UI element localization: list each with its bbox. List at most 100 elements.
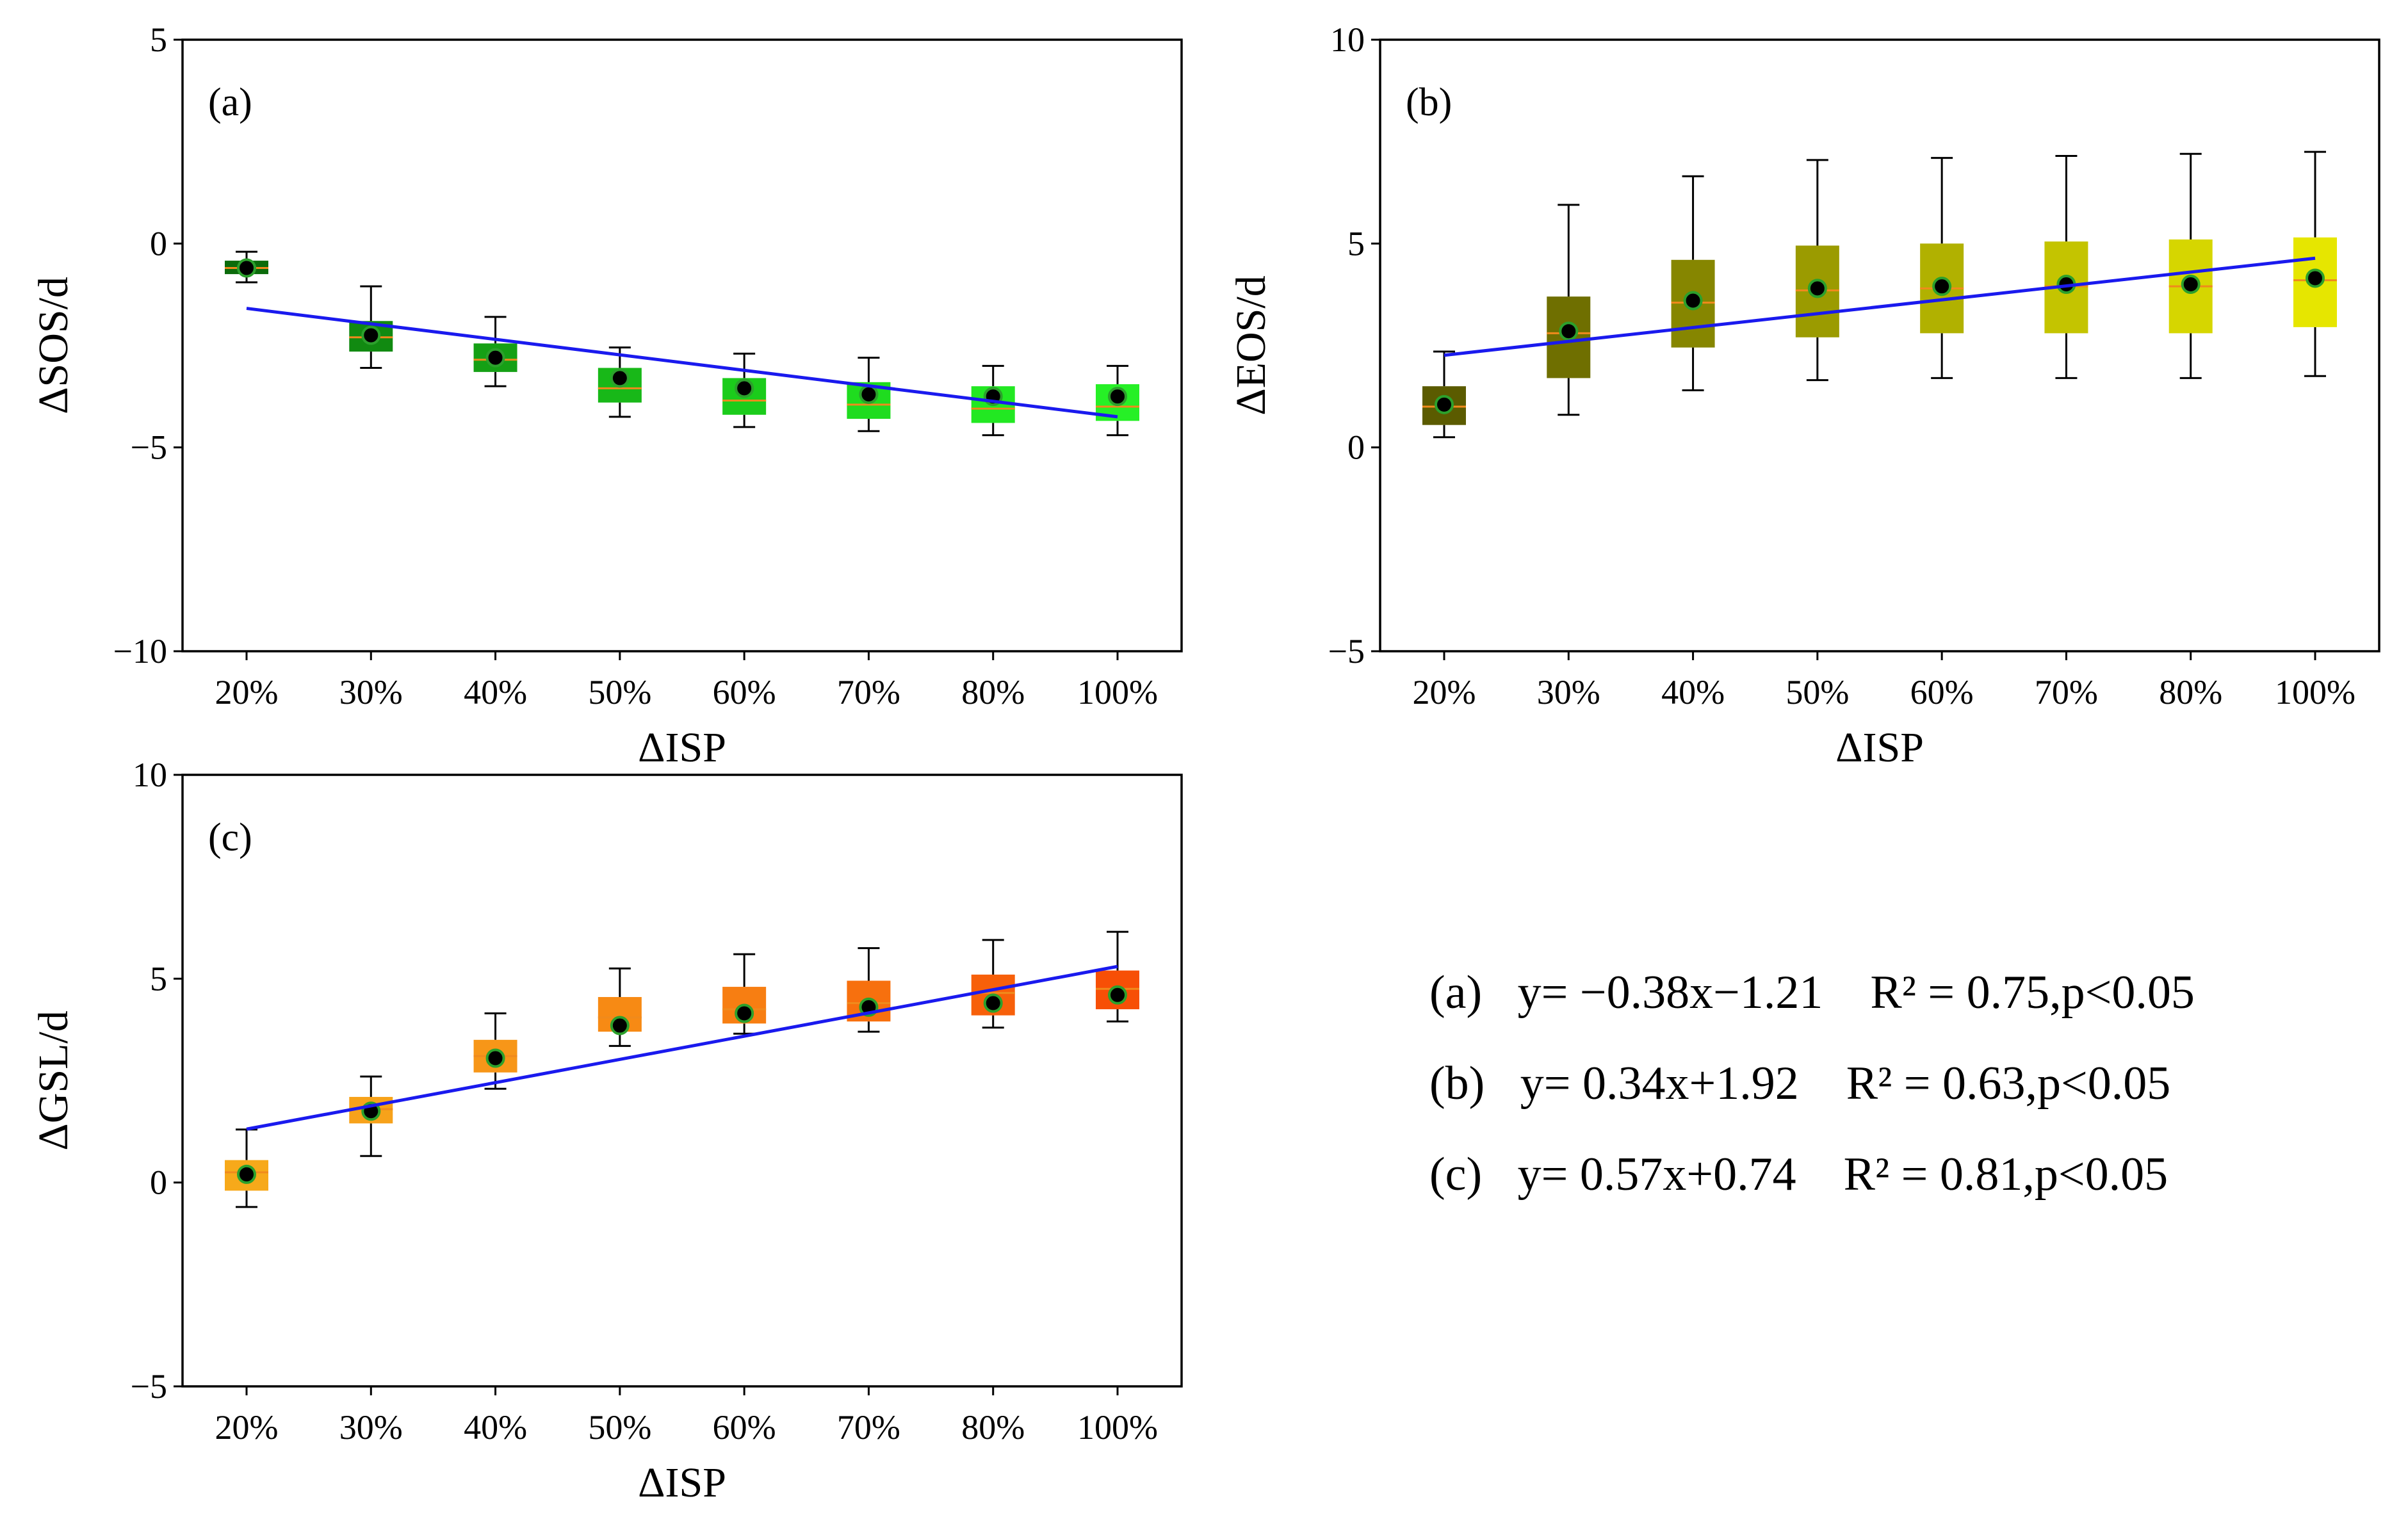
panel-a: 5 0 −5 −10 20% 30% 40% 50% 60% 70% 80% 100% (a) ΔISP Δ… <box>30 20 1183 771</box>
x-tick-label: 100% <box>1077 673 1158 711</box>
box-60pct <box>1920 157 1964 379</box>
mean-marker <box>237 258 256 278</box>
fit-line <box>1444 256 2316 357</box>
box-70pct <box>847 947 891 1033</box>
box-20pct <box>1422 350 1466 439</box>
x-tick-label: 50% <box>588 673 651 711</box>
equation-c: (c) y= 0.57x+0.74 R² = 0.81,p<0.05 <box>1429 1148 2168 1201</box>
mean-marker <box>1807 279 1827 298</box>
mean-marker <box>485 1048 505 1068</box>
box-50pct <box>1795 159 1839 382</box>
box-30pct <box>1547 204 1591 416</box>
panel-label: (a) <box>208 81 252 124</box>
box-80pct <box>971 939 1015 1029</box>
box-40pct <box>1671 175 1715 392</box>
x-axis-label: ΔISP <box>638 724 726 771</box>
fit-line <box>246 307 1118 419</box>
panel-label: (c) <box>208 816 252 859</box>
box-20pct <box>225 250 268 284</box>
y-tick-label: 5 <box>150 20 167 59</box>
x-tick-label: 80% <box>961 1408 1025 1447</box>
box-50pct <box>598 967 642 1047</box>
y-axis-label: ΔGSL/d <box>30 1010 77 1150</box>
box-100pct <box>2293 150 2337 377</box>
x-tick-label: 50% <box>1786 673 1849 711</box>
mean-marker <box>859 384 879 404</box>
equation-b: (b) y= 0.34x+1.92 R² = 0.63,p<0.05 <box>1429 1057 2171 1110</box>
x-tick-label: 70% <box>837 1408 900 1447</box>
mean-marker <box>735 1003 754 1023</box>
box-40pct <box>473 1012 517 1090</box>
x-axis-label: ΔISP <box>1835 724 1924 771</box>
y-tick-label: −5 <box>1328 632 1365 670</box>
x-tick-label: 80% <box>2159 673 2222 711</box>
box-80pct <box>2168 152 2213 379</box>
box-70pct <box>2044 154 2088 379</box>
mean-marker <box>1559 321 1579 341</box>
y-tick-label: 0 <box>150 1164 167 1202</box>
x-tick-label: 70% <box>837 673 900 711</box>
mean-marker <box>237 1164 256 1184</box>
x-tick-label: 40% <box>1661 673 1725 711</box>
y-tick-label: −5 <box>131 428 167 467</box>
y-tick-label: 10 <box>1330 20 1365 59</box>
mean-marker <box>1932 277 1952 296</box>
x-tick-label: 50% <box>588 1408 651 1447</box>
mean-marker <box>2306 268 2325 288</box>
box-30pct <box>349 1075 393 1157</box>
y-axis-label: ΔSOS/d <box>30 277 77 414</box>
mean-marker <box>735 378 754 398</box>
x-tick-label: 30% <box>339 673 403 711</box>
x-axis-label: ΔISP <box>638 1459 726 1506</box>
box-100pct <box>1096 364 1139 437</box>
x-tick-label: 60% <box>1910 673 1974 711</box>
x-tick-label: 30% <box>339 1408 403 1447</box>
x-tick-label: 100% <box>2275 673 2355 711</box>
x-tick-label: 40% <box>464 673 527 711</box>
box-100pct <box>1096 930 1139 1023</box>
x-tick-label: 30% <box>1537 673 1600 711</box>
mean-marker <box>1683 291 1703 311</box>
panel-b: 10 5 0 −5 20% 30% 40% 50% 60% 70% 80% 100% (b) ΔISP ΔE… <box>1228 20 2380 771</box>
mean-marker <box>610 368 630 388</box>
box-20pct <box>225 1128 268 1208</box>
mean-marker <box>1108 985 1127 1005</box>
box-50pct <box>598 346 642 418</box>
box-40pct <box>473 316 517 387</box>
equation-a: (a) y= −0.38x−1.21 R² = 0.75,p<0.05 <box>1429 966 2195 1019</box>
x-tick-label: 20% <box>1413 673 1476 711</box>
plot-frame <box>181 774 1183 1388</box>
x-tick-label: 40% <box>464 1408 527 1447</box>
plot-frame <box>1379 38 2380 653</box>
y-tick-label: 0 <box>150 224 167 263</box>
y-tick-label: 10 <box>133 756 167 794</box>
mean-marker <box>1108 387 1127 407</box>
y-tick-label: 5 <box>150 959 167 998</box>
x-tick-label: 100% <box>1077 1408 1158 1447</box>
y-axis-label: ΔEOS/d <box>1228 275 1274 415</box>
panel-label: (b) <box>1406 81 1452 124</box>
mean-marker <box>485 348 505 368</box>
plot-frame <box>181 38 1183 653</box>
box-70pct <box>847 357 891 432</box>
mean-marker <box>983 993 1003 1013</box>
box-60pct <box>722 953 767 1035</box>
panel-c: 10 5 0 −5 20% 30% 40% 50% 60% 70% 80% 100% (c) ΔISP ΔG… <box>30 756 1183 1506</box>
x-tick-label: 80% <box>961 673 1025 711</box>
x-tick-label: 20% <box>215 1408 279 1447</box>
box-60pct <box>722 352 767 428</box>
x-tick-label: 60% <box>713 1408 776 1447</box>
x-tick-label: 70% <box>2035 673 2098 711</box>
x-tick-label: 20% <box>215 673 279 711</box>
y-tick-label: −5 <box>131 1367 167 1406</box>
y-tick-label: 0 <box>1347 428 1365 467</box>
y-tick-label: 5 <box>1347 224 1365 263</box>
x-tick-label: 60% <box>713 673 776 711</box>
mean-marker <box>1435 394 1454 414</box>
mean-marker <box>2181 275 2201 294</box>
y-tick-label: −10 <box>113 632 167 670</box>
mean-marker <box>361 325 381 345</box>
fit-line <box>246 964 1118 1131</box>
mean-marker <box>610 1016 630 1035</box>
